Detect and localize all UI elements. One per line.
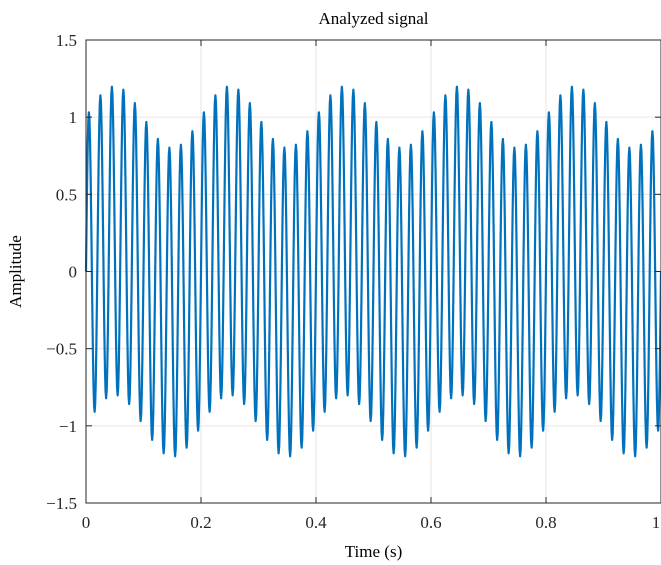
y-tick-label: 0 — [69, 263, 78, 282]
x-tick-label: 1 — [652, 513, 661, 532]
x-tick-label: 0.6 — [420, 513, 441, 532]
y-tick-label: 0.5 — [56, 185, 77, 204]
series-layer — [84, 85, 661, 458]
chart-title: Analyzed signal — [319, 9, 429, 28]
y-tick-label: −0.5 — [46, 340, 77, 359]
y-tick-labels: 1.5 1 0.5 0 −0.5 −1 −1.5 — [46, 31, 77, 513]
y-tick-label: 1.5 — [56, 31, 77, 50]
tick-marks — [85, 39, 661, 504]
x-tick-label: 0 — [82, 513, 91, 532]
y-tick-label: 1 — [69, 108, 78, 127]
y-axis-label: Amplitude — [6, 235, 25, 308]
x-tick-label: 0.4 — [305, 513, 327, 532]
x-tick-label: 0.8 — [535, 513, 556, 532]
y-tick-label: −1.5 — [46, 494, 77, 513]
x-axis-label: Time (s) — [345, 542, 402, 561]
x-tick-label: 0.2 — [190, 513, 211, 532]
x-tick-labels: 0 0.2 0.4 0.6 0.8 1 — [82, 513, 661, 532]
series-line — [84, 85, 661, 458]
y-tick-label: −1 — [59, 417, 77, 436]
